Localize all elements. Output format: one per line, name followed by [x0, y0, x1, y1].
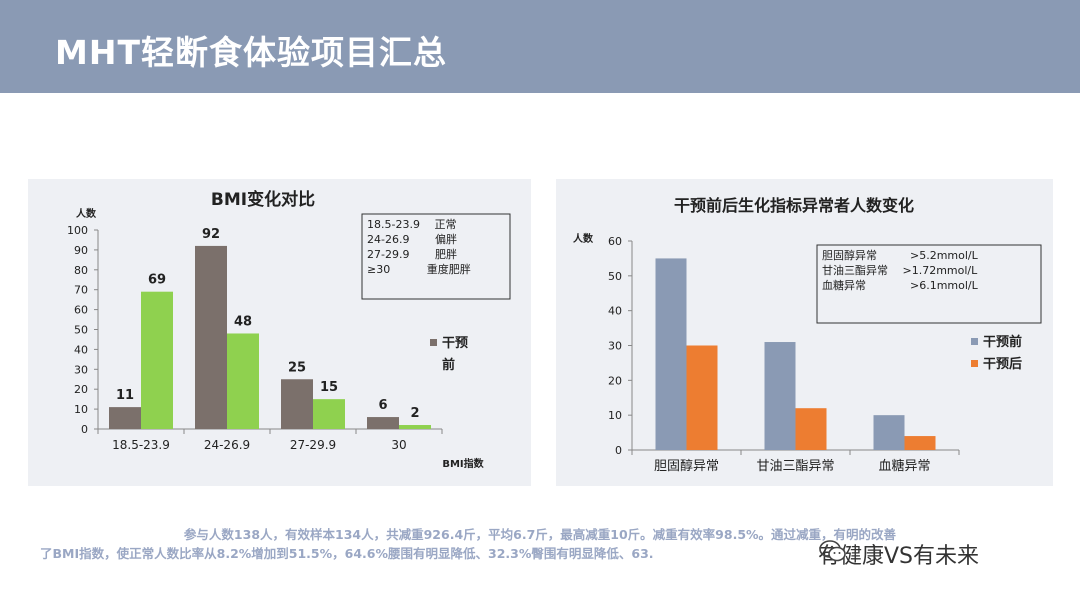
x-tick-label: 胆固醇异常 — [654, 458, 719, 474]
bar — [686, 345, 718, 450]
annotation-text: 胆固醇异常 >5.2mmol/L — [822, 248, 979, 262]
x-tick-label: 甘油三酯异常 — [756, 459, 834, 474]
chart-title: BMI变化对比 — [211, 189, 315, 210]
bar — [109, 407, 141, 429]
annotation-text: ≥30 重度肥胖 — [367, 262, 471, 276]
y-axis-label: 人数 — [573, 232, 594, 245]
legend-label: 干预 — [442, 336, 468, 351]
data-label: 92 — [202, 227, 220, 242]
legend-label: 干预前 — [983, 334, 1022, 350]
x-tick-label: 18.5-23.9 — [112, 438, 170, 452]
summary-line-1: 参与人数138人，有效样本134人，共减重926.4斤，平均6.7斤，最高减重1… — [183, 527, 897, 542]
bar — [904, 436, 936, 450]
data-label: 6 — [378, 398, 387, 413]
data-label: 15 — [320, 380, 338, 395]
y-tick-label: 90 — [74, 244, 88, 257]
header-bar: MHT轻断食体验项目汇总 — [0, 0, 1080, 93]
y-tick-label: 10 — [74, 403, 88, 416]
bar — [227, 333, 259, 429]
data-label: 48 — [234, 314, 252, 329]
y-tick-label: 100 — [67, 224, 88, 237]
y-tick-label: 10 — [608, 409, 622, 422]
bmi-chart-panel: BMI变化对比人数 0 10 20 30 40 50 60 70 80 90 100 11 69 18.5-… — [28, 179, 531, 486]
annotation-box — [816, 244, 1042, 324]
x-tick-label: 血糖异常 — [878, 458, 930, 474]
bar — [655, 258, 687, 450]
annotation-text: 24-26.9 偏胖 — [367, 232, 457, 246]
annotation-box — [361, 213, 511, 300]
watermark: 有健康VS有未来 — [818, 538, 979, 570]
page-title: MHT轻断食体验项目汇总 — [55, 33, 447, 72]
data-label: 11 — [116, 388, 134, 403]
y-tick-label: 20 — [608, 374, 622, 387]
bar — [873, 415, 905, 450]
y-tick-label: 0 — [81, 423, 88, 436]
y-axis-label: 人数 — [76, 207, 97, 220]
y-tick-label: 50 — [74, 324, 88, 337]
y-tick-label: 30 — [608, 340, 622, 353]
data-label: 25 — [288, 360, 306, 375]
biochem-chart-panel: 干预前后生化指标异常者人数变化人数 0 10 20 30 40 50 60 胆固醇异常 甘油三酯异… — [556, 179, 1053, 486]
legend-swatch — [430, 339, 437, 346]
y-tick-label: 80 — [74, 264, 88, 277]
x-tick-label: 30 — [391, 438, 406, 452]
summary-line-2: 了BMI指数，使正常人数比率从8.2%增加到51.5%，64.6%腰围有明显降低… — [40, 546, 654, 561]
bar — [399, 425, 431, 429]
x-tick-label: 24-26.9 — [204, 438, 250, 452]
x-axis-label: BMI指数 — [442, 457, 484, 470]
bar — [764, 342, 796, 450]
chart-title: 干预前后生化指标异常者人数变化 — [674, 196, 914, 215]
annotation-text: 甘油三酯异常 >1.72mmol/L — [822, 263, 978, 277]
legend-label: 干预后 — [983, 356, 1022, 372]
bar — [141, 291, 173, 429]
data-label: 2 — [410, 406, 419, 421]
annotation-text: 27-29.9 肥胖 — [367, 248, 457, 261]
x-tick-label: 27-29.9 — [290, 438, 336, 452]
bar — [281, 379, 313, 429]
data-label: 69 — [148, 273, 166, 288]
y-tick-label: 0 — [615, 444, 622, 457]
legend-swatch — [971, 360, 978, 367]
y-tick-label: 40 — [74, 343, 88, 356]
y-tick-label: 40 — [608, 305, 622, 318]
y-tick-label: 30 — [74, 363, 88, 376]
bar — [313, 399, 345, 429]
wechat-icon — [819, 540, 846, 562]
legend-label: 前 — [442, 357, 455, 373]
y-tick-label: 50 — [608, 270, 622, 283]
legend-swatch — [971, 338, 978, 345]
annotation-text: 血糖异常 >6.1mmol/L — [822, 278, 979, 292]
y-tick-label: 20 — [74, 383, 88, 396]
y-tick-label: 70 — [74, 284, 88, 297]
y-tick-label: 60 — [608, 235, 622, 248]
y-tick-label: 60 — [74, 304, 88, 317]
bar — [795, 408, 827, 450]
annotation-text: 18.5-23.9 正常 — [367, 218, 456, 231]
bar — [195, 245, 227, 429]
bar — [367, 417, 399, 429]
